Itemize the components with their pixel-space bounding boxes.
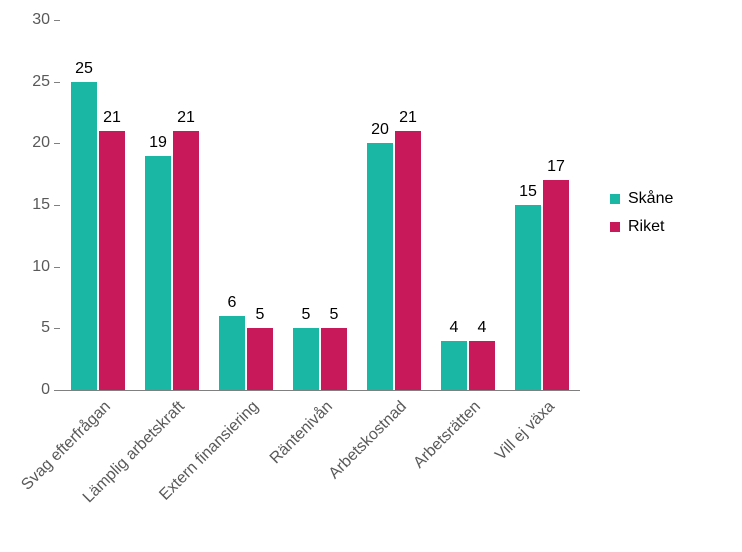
y-tick bbox=[54, 143, 60, 144]
bar bbox=[293, 328, 319, 390]
y-axis-label: 20 bbox=[10, 134, 50, 152]
y-axis-label: 10 bbox=[10, 258, 50, 276]
bar bbox=[321, 328, 347, 390]
bar-value-label: 25 bbox=[75, 60, 93, 78]
bar-value-label: 20 bbox=[371, 121, 389, 139]
bar-value-label: 21 bbox=[177, 109, 195, 127]
x-axis-label: Räntenivån bbox=[183, 398, 337, 552]
bar-value-label: 6 bbox=[228, 294, 237, 312]
bar bbox=[219, 316, 245, 390]
legend-swatch bbox=[610, 222, 620, 232]
y-tick bbox=[54, 390, 60, 391]
x-axis-label: Lämplig arbetskraft bbox=[35, 398, 189, 552]
bar bbox=[247, 328, 273, 390]
y-axis-label: 0 bbox=[10, 381, 50, 399]
x-axis-label: Arbetskostnad bbox=[257, 398, 411, 552]
bar-value-label: 19 bbox=[149, 134, 167, 152]
legend-item: Riket bbox=[610, 218, 673, 236]
y-axis-label: 5 bbox=[10, 319, 50, 337]
y-axis-label: 15 bbox=[10, 196, 50, 214]
x-axis-label: Extern finansiering bbox=[109, 398, 263, 552]
y-tick bbox=[54, 82, 60, 83]
x-axis-label: Arbetsrätten bbox=[331, 398, 485, 552]
bar bbox=[145, 156, 171, 390]
bar-value-label: 21 bbox=[399, 109, 417, 127]
bar-value-label: 4 bbox=[478, 319, 487, 337]
y-axis-label: 25 bbox=[10, 73, 50, 91]
bar bbox=[469, 341, 495, 390]
legend-item: Skåne bbox=[610, 190, 673, 208]
bar bbox=[543, 180, 569, 390]
bar bbox=[173, 131, 199, 390]
bar-value-label: 5 bbox=[302, 306, 311, 324]
x-axis-label: Vill ej växa bbox=[405, 398, 559, 552]
bar bbox=[99, 131, 125, 390]
bar-value-label: 17 bbox=[547, 158, 565, 176]
legend: Skåne Riket bbox=[610, 190, 673, 246]
bar bbox=[441, 341, 467, 390]
bar-value-label: 21 bbox=[103, 109, 121, 127]
bar-value-label: 4 bbox=[450, 319, 459, 337]
y-tick bbox=[54, 328, 60, 329]
bar bbox=[71, 82, 97, 390]
bar bbox=[395, 131, 421, 390]
bar-value-label: 5 bbox=[330, 306, 339, 324]
bar-value-label: 15 bbox=[519, 183, 537, 201]
y-tick bbox=[54, 20, 60, 21]
legend-swatch bbox=[610, 194, 620, 204]
legend-label: Riket bbox=[628, 218, 664, 236]
bar bbox=[515, 205, 541, 390]
bar-value-label: 5 bbox=[256, 306, 265, 324]
y-tick bbox=[54, 205, 60, 206]
bar bbox=[367, 143, 393, 390]
y-tick bbox=[54, 267, 60, 268]
legend-label: Skåne bbox=[628, 190, 673, 208]
y-axis-label: 30 bbox=[10, 11, 50, 29]
bar-chart: 0510152025302521Svag efterfrågan1921Lämp… bbox=[0, 0, 742, 508]
plot-area: 0510152025302521Svag efterfrågan1921Lämp… bbox=[60, 20, 580, 391]
